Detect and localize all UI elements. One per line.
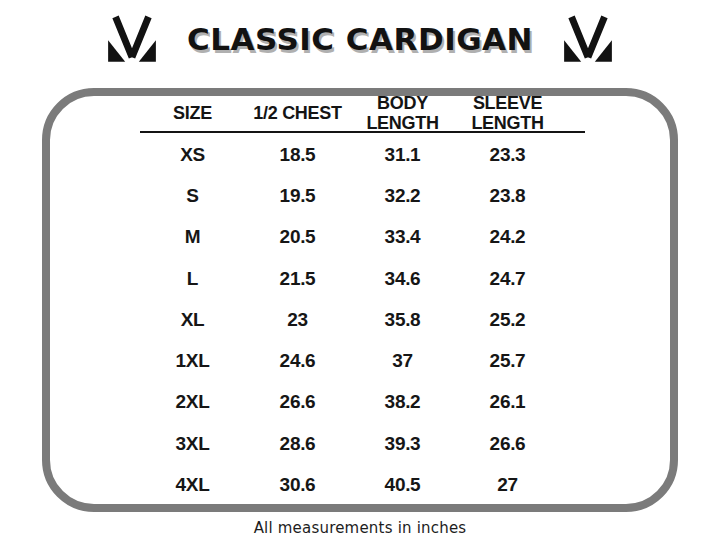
measurement-cell: 23.3 bbox=[455, 144, 560, 166]
table-header-row: SIZE1/2 CHESTBODYLENGTHSLEEVELENGTH bbox=[140, 96, 585, 133]
table-row: 3XL28.639.326.6 bbox=[140, 423, 560, 464]
measurement-cell: 23 bbox=[245, 309, 350, 331]
measurement-cell: 26.1 bbox=[455, 391, 560, 413]
m-monogram-icon bbox=[103, 14, 161, 64]
size-label-cell: M bbox=[140, 226, 245, 248]
column-header: SLEEVELENGTH bbox=[455, 94, 560, 133]
size-label-cell: 1XL bbox=[140, 350, 245, 372]
table-row: 1XL24.63725.7 bbox=[140, 340, 560, 381]
measurement-cell: 39.3 bbox=[350, 433, 455, 455]
table-row: M20.533.424.2 bbox=[140, 217, 560, 258]
measurement-cell: 25.2 bbox=[455, 309, 560, 331]
size-label-cell: XS bbox=[140, 144, 245, 166]
size-label-cell: 4XL bbox=[140, 474, 245, 496]
measurement-cell: 25.7 bbox=[455, 350, 560, 372]
measurement-cell: 32.2 bbox=[350, 185, 455, 207]
column-header: BODYLENGTH bbox=[350, 94, 455, 133]
table-row: L21.534.624.7 bbox=[140, 258, 560, 299]
measurement-cell: 27 bbox=[455, 474, 560, 496]
size-table: SIZE1/2 CHESTBODYLENGTHSLEEVELENGTH XS18… bbox=[140, 96, 588, 506]
m-monogram-icon bbox=[559, 14, 617, 64]
measurement-cell: 23.8 bbox=[455, 185, 560, 207]
size-chart-page: CLASSIC CARDIGAN SIZE1/2 CHESTBODYLENGTH… bbox=[0, 0, 720, 556]
measurement-cell: 35.8 bbox=[350, 309, 455, 331]
measurement-cell: 33.4 bbox=[350, 226, 455, 248]
measurement-cell: 30.6 bbox=[245, 474, 350, 496]
table-row: XS18.531.123.3 bbox=[140, 134, 560, 175]
table-row: 4XL30.640.527 bbox=[140, 464, 560, 505]
measurement-cell: 26.6 bbox=[245, 391, 350, 413]
measurement-cell: 24.7 bbox=[455, 268, 560, 290]
measurement-cell: 34.6 bbox=[350, 268, 455, 290]
size-label-cell: XL bbox=[140, 309, 245, 331]
measurement-cell: 20.5 bbox=[245, 226, 350, 248]
size-label-cell: 3XL bbox=[140, 433, 245, 455]
measurement-cell: 26.6 bbox=[455, 433, 560, 455]
table-row: XL2335.825.2 bbox=[140, 299, 560, 340]
header: CLASSIC CARDIGAN bbox=[0, 8, 720, 70]
measurement-cell: 21.5 bbox=[245, 268, 350, 290]
measurement-cell: 28.6 bbox=[245, 433, 350, 455]
page-title: CLASSIC CARDIGAN bbox=[187, 21, 533, 57]
table-body: XS18.531.123.3S19.532.223.8M20.533.424.2… bbox=[140, 133, 560, 506]
measurement-cell: 19.5 bbox=[245, 185, 350, 207]
table-row: 2XL26.638.226.1 bbox=[140, 382, 560, 423]
size-label-cell: 2XL bbox=[140, 391, 245, 413]
measurement-cell: 37 bbox=[350, 350, 455, 372]
column-header: SIZE bbox=[140, 104, 245, 123]
size-label-cell: S bbox=[140, 185, 245, 207]
table-row: S19.532.223.8 bbox=[140, 175, 560, 216]
measurement-cell: 40.5 bbox=[350, 474, 455, 496]
measurement-cell: 24.6 bbox=[245, 350, 350, 372]
measurements-note: All measurements in inches bbox=[0, 519, 720, 537]
column-header: 1/2 CHEST bbox=[245, 104, 350, 123]
measurement-cell: 38.2 bbox=[350, 391, 455, 413]
measurement-cell: 24.2 bbox=[455, 226, 560, 248]
measurement-cell: 18.5 bbox=[245, 144, 350, 166]
size-label-cell: L bbox=[140, 268, 245, 290]
size-chart-card: SIZE1/2 CHESTBODYLENGTHSLEEVELENGTH XS18… bbox=[42, 88, 678, 512]
measurement-cell: 31.1 bbox=[350, 144, 455, 166]
